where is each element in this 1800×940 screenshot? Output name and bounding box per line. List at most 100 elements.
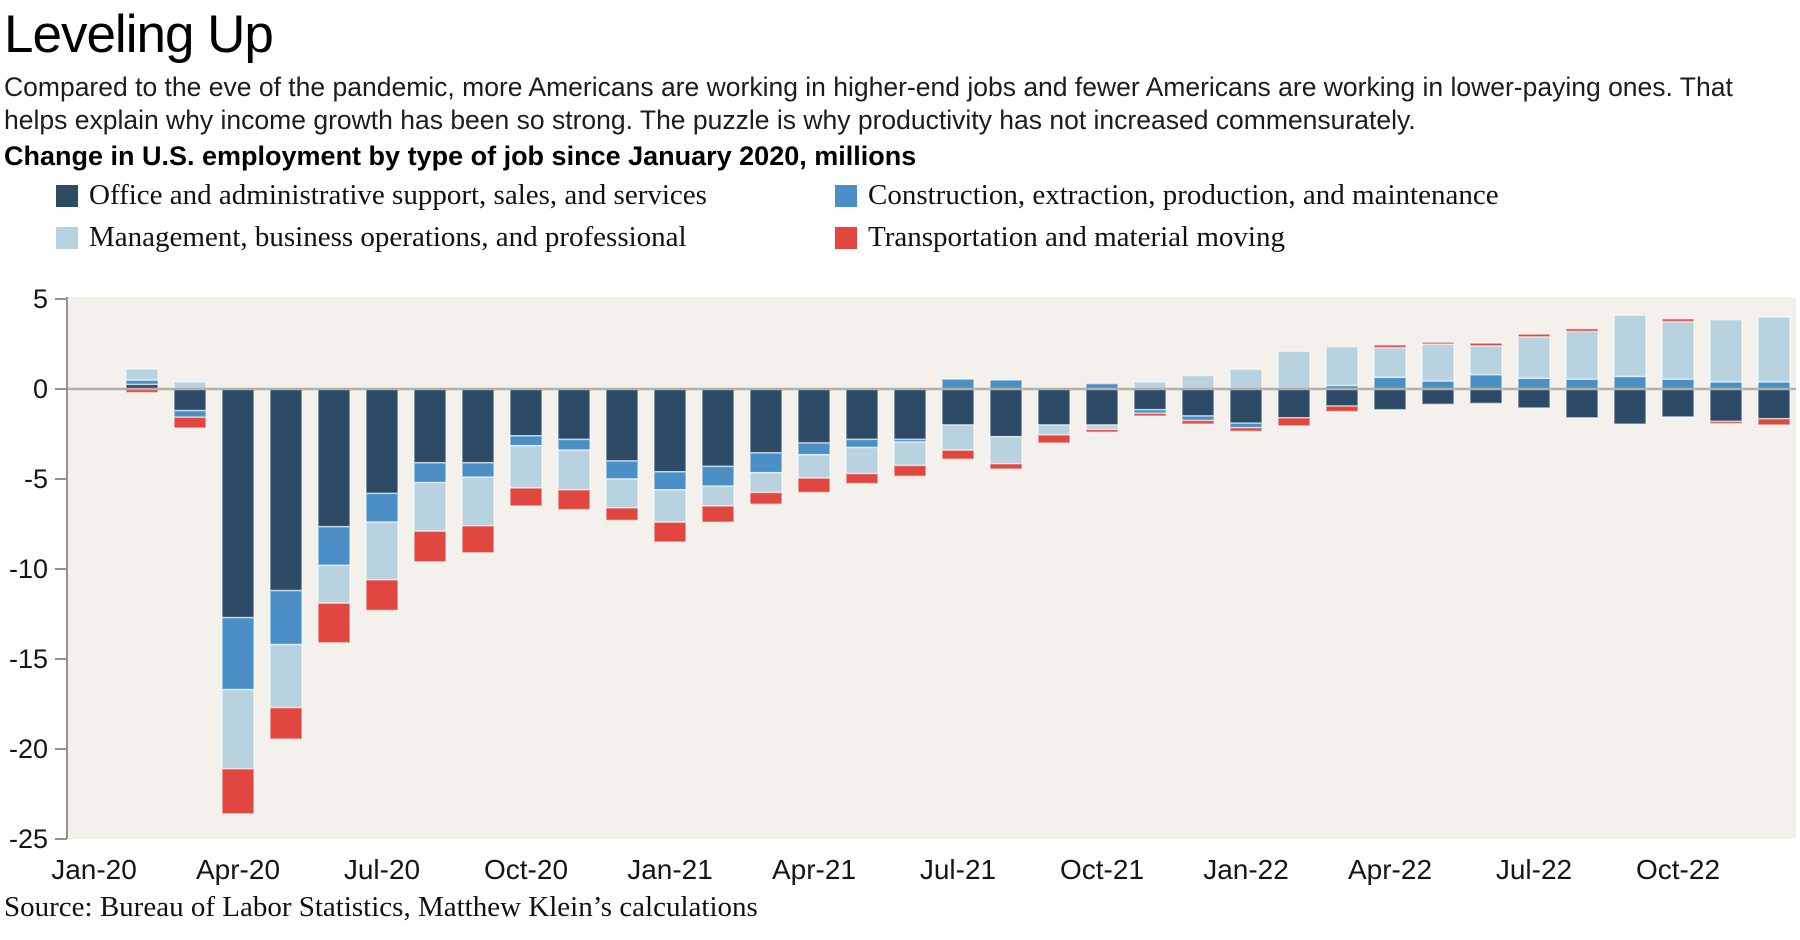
- bar-segment: [989, 388, 1023, 438]
- x-tick-label: Oct-22: [1636, 854, 1720, 885]
- x-tick-label: Apr-22: [1348, 854, 1432, 885]
- bar-segment: [1421, 343, 1455, 382]
- bar-segment: [797, 388, 831, 444]
- legend-label-office: Office and administrative support, sales…: [89, 179, 707, 211]
- bar-segment: [1757, 417, 1791, 426]
- y-tick-label: 0: [33, 374, 48, 404]
- x-tick-label: Apr-20: [196, 854, 280, 885]
- bar-segment: [1133, 388, 1167, 411]
- bar-segment: [365, 388, 399, 495]
- legend-item-transportation: Transportation and material moving: [835, 221, 1499, 254]
- bar-segment: [1325, 405, 1359, 413]
- bar-segment: [1037, 388, 1071, 426]
- bar-segment: [989, 435, 1023, 465]
- bar-segment: [1325, 388, 1359, 407]
- bar-segment: [1373, 388, 1407, 411]
- bar-segment: [653, 471, 687, 491]
- bar-segment: [989, 379, 1023, 390]
- bar-segment: [701, 485, 735, 507]
- bar-segment: [1037, 424, 1071, 436]
- bar-segment: [1469, 388, 1503, 405]
- y-tick-label: -20: [9, 734, 48, 764]
- bar-segment: [509, 388, 543, 437]
- bar-segment: [1181, 419, 1215, 425]
- x-tick-label: Jul-22: [1496, 854, 1572, 885]
- bar-segment: [653, 388, 687, 473]
- bar-segment: [221, 616, 255, 691]
- bar-segment: [173, 409, 207, 419]
- bar-segment: [413, 530, 447, 563]
- y-tick-label: -25: [9, 824, 48, 854]
- bar-segment: [893, 388, 927, 441]
- bar-segment: [1613, 388, 1647, 425]
- bar-segment: [749, 471, 783, 494]
- bar-segment: [1661, 378, 1695, 390]
- bar-segment: [413, 388, 447, 464]
- bar-segment: [749, 491, 783, 505]
- bar-segment: [605, 478, 639, 509]
- bar-segment: [317, 525, 351, 567]
- bar-segment: [605, 460, 639, 480]
- bar-segment: [1277, 417, 1311, 427]
- bar-segment: [1037, 434, 1071, 444]
- bar-segment: [557, 449, 591, 491]
- legend: Office and administrative support, sales…: [56, 179, 1499, 254]
- bar-segment: [845, 438, 879, 449]
- bar-segment: [1469, 342, 1503, 347]
- bar-segment: [365, 492, 399, 523]
- bar-segment: [269, 643, 303, 709]
- y-tick-label: -5: [24, 464, 48, 494]
- bar-segment: [317, 564, 351, 604]
- bar-segment: [701, 465, 735, 487]
- bar-segment: [1757, 388, 1791, 420]
- legend-item-management: Management, business operations, and pro…: [56, 221, 835, 254]
- bar-segment: [989, 462, 1023, 470]
- bar-segment: [1565, 327, 1599, 333]
- bar-segment: [1133, 412, 1167, 417]
- bar-segment: [845, 472, 879, 485]
- bar-segment: [1469, 345, 1503, 376]
- bar-segment: [221, 768, 255, 815]
- bar-segment: [749, 388, 783, 454]
- bar-segment: [1613, 314, 1647, 378]
- management-swatch-icon: [56, 226, 78, 249]
- bar-segment: [317, 388, 351, 528]
- legend-label-transportation: Transportation and material moving: [868, 221, 1285, 253]
- bar-segment: [413, 462, 447, 484]
- bar-segment: [1373, 344, 1407, 349]
- bar-segment: [1565, 388, 1599, 419]
- bar-segment: [701, 388, 735, 468]
- bar-segment: [605, 388, 639, 462]
- y-tick-label: 5: [33, 284, 48, 314]
- bar-segment: [1565, 330, 1599, 380]
- x-tick-label: Oct-21: [1060, 854, 1144, 885]
- bar-segment: [461, 462, 495, 478]
- bar-segment: [1373, 376, 1407, 390]
- bar-segment: [1709, 318, 1743, 383]
- bar-segment: [1277, 350, 1311, 390]
- x-tick-label: Oct-20: [484, 854, 568, 885]
- bar-segment: [1661, 320, 1695, 380]
- bar-segment: [557, 489, 591, 511]
- bar-segment: [509, 444, 543, 489]
- bar-segment: [893, 464, 927, 478]
- bar-segment: [1229, 368, 1263, 390]
- bar-segment: [1229, 388, 1263, 424]
- bar-segment: [509, 487, 543, 507]
- bar-segment: [1565, 378, 1599, 390]
- bar-segment: [125, 368, 159, 381]
- legend-item-office: Office and administrative support, sales…: [56, 179, 835, 212]
- x-tick-label: Jul-21: [920, 854, 996, 885]
- bar-segment: [365, 579, 399, 612]
- bar-segment: [797, 477, 831, 494]
- bar-segment: [461, 525, 495, 554]
- bar-segment: [653, 489, 687, 523]
- transportation-swatch-icon: [835, 226, 857, 249]
- bar-segment: [893, 441, 927, 467]
- bar-segment: [1469, 373, 1503, 390]
- bar-segment: [845, 388, 879, 441]
- bar-segment: [173, 416, 207, 429]
- bar-segment: [1517, 377, 1551, 390]
- bar-segment: [269, 589, 303, 646]
